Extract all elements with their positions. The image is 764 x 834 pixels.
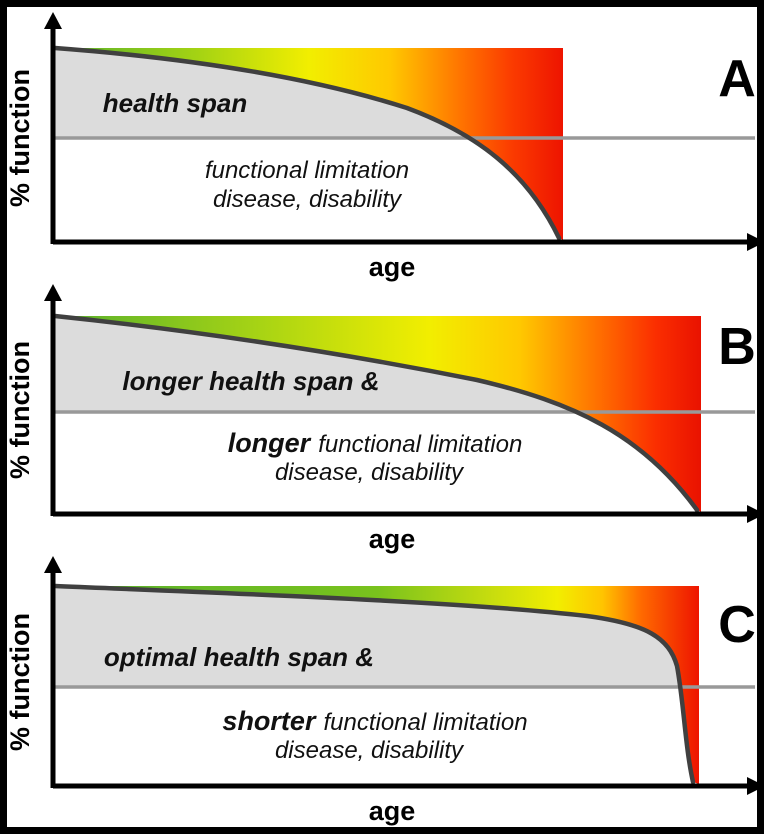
panel-b-chart: longer health span & longer functional li…	[7, 284, 757, 554]
y-axis-arrow	[44, 284, 62, 301]
healthspan-region	[55, 316, 577, 412]
function-curve	[52, 45, 562, 241]
panel-letter: C	[718, 596, 756, 654]
function-curve	[52, 313, 700, 513]
decline-gradient-band	[55, 48, 563, 240]
panel-b: longer health span & longer functional li…	[7, 282, 757, 554]
y-axis-label: % function	[7, 613, 35, 751]
y-axis-label: % function	[7, 341, 35, 479]
x-axis-label: age	[369, 524, 416, 554]
figure: health span functional limitation diseas…	[7, 7, 757, 826]
limitation-line1: shorter functional limitation	[222, 706, 527, 736]
healthspan-label: optimal health span &	[104, 642, 374, 672]
limitation-line2: disease, disability	[275, 737, 465, 764]
limitation-line1: longer functional limitation	[228, 428, 523, 458]
function-curve	[52, 583, 696, 785]
limitation-line1: functional limitation	[205, 157, 409, 184]
panel-c-chart: optimal health span & shorter functional …	[7, 556, 757, 826]
x-axis-label: age	[369, 796, 416, 826]
panel-c: optimal health span & shorter functional …	[7, 554, 757, 826]
panel-a-chart: health span functional limitation diseas…	[7, 12, 757, 282]
limitation-line2: disease, disability	[213, 186, 403, 213]
x-axis-arrow	[747, 233, 757, 251]
limitation-line2: disease, disability	[275, 459, 465, 486]
decline-gradient-band	[55, 586, 699, 784]
panel-a: health span functional limitation diseas…	[7, 10, 757, 282]
decline-gradient-band	[55, 316, 701, 512]
panel-letter: B	[718, 318, 756, 376]
x-axis-arrow	[747, 505, 757, 523]
panel-letter: A	[718, 50, 756, 108]
healthspan-label: longer health span &	[122, 366, 379, 396]
x-axis-label: age	[369, 252, 416, 282]
x-axis-arrow	[747, 777, 757, 795]
healthspan-label: health span	[103, 88, 247, 118]
healthspan-region	[55, 48, 470, 138]
y-axis-arrow	[44, 12, 62, 29]
y-axis-label: % function	[7, 69, 35, 207]
y-axis-arrow	[44, 556, 62, 573]
